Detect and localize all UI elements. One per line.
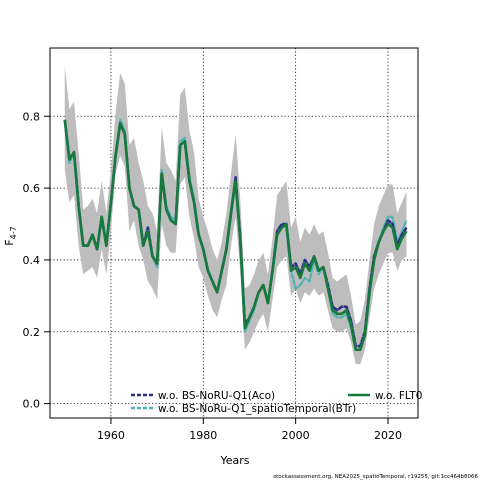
series-layer [63,118,408,352]
y-axis-title: F4-7 [3,226,18,245]
y-tick-label-1: 0.2 [23,326,41,339]
y-tick-label-0: 0.0 [23,398,41,411]
legend-label-0: w.o. BS-NoRU-Q1(Aco) [158,390,275,402]
y-tick-label-4: 0.8 [23,110,41,123]
x-axis-title: Years [219,454,249,467]
x-tick-label-3: 2020 [374,429,402,442]
confidence-band [64,65,407,365]
confidence-band-layer [64,65,407,365]
y-tick-label-3: 0.6 [23,182,41,195]
legend: w.o. BS-NoRU-Q1(Aco)w.o. BS-NoRu-Q1_spat… [131,390,422,415]
x-tick-label-1: 1980 [189,429,217,442]
y-axis-title-main: F [3,239,16,245]
footer-credit: stockassessment.org, NEA2025_spatioTempo… [273,474,478,480]
y-axis-title-subscript: 4-7 [9,226,18,239]
legend-label-2: w.o. FLT0 [375,390,422,402]
x-tick-label-0: 1960 [97,429,125,442]
y-tick-label-2: 0.4 [23,254,41,267]
y-axis: 0.0 0.2 0.4 0.6 0.8 [23,110,51,411]
x-tick-label-2: 2000 [282,429,310,442]
x-axis: 1960 1980 2000 2020 [97,417,402,442]
legend-label-1: w.o. BS-NoRu-Q1_spatioTemporal(BTr) [158,403,356,415]
series-line-2 [63,119,408,352]
